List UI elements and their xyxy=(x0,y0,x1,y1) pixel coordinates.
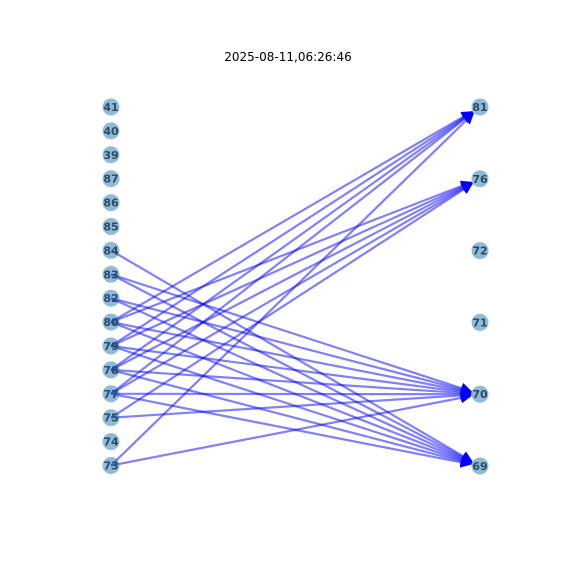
node-circle xyxy=(102,265,120,283)
edge-82-to-70 xyxy=(110,297,472,395)
node-circle xyxy=(471,98,489,116)
node-circle xyxy=(102,457,120,474)
edge-77-to-69 xyxy=(110,392,472,468)
node-circle xyxy=(102,361,120,379)
node-86: 86 xyxy=(102,194,120,212)
node-label: 87 xyxy=(103,173,118,186)
node-81: 81 xyxy=(471,98,489,116)
edge-77-to-81 xyxy=(110,111,474,395)
node-72: 72 xyxy=(471,242,489,260)
node-label: 79 xyxy=(103,340,118,353)
edge-79-to-70 xyxy=(110,344,472,398)
edge-80-to-70 xyxy=(110,321,472,396)
edge-73-to-70 xyxy=(110,392,472,467)
node-circle xyxy=(102,122,120,140)
node-label: 74 xyxy=(103,436,119,449)
edge-79-to-81 xyxy=(110,111,473,347)
edge-84-to-69 xyxy=(110,249,473,463)
node-79: 79 xyxy=(102,337,120,355)
node-label: 75 xyxy=(103,412,118,425)
diagram-title: 2025-08-11,06:26:46 xyxy=(224,50,352,64)
node-circle xyxy=(102,385,120,403)
node-40: 40 xyxy=(102,122,120,140)
node-label: 82 xyxy=(103,292,118,305)
edge-82-to-69 xyxy=(110,297,473,464)
edge-80-to-76 xyxy=(110,180,473,324)
edge-83-to-69 xyxy=(110,273,473,463)
node-41: 41 xyxy=(102,98,120,116)
edge-83-to-70 xyxy=(110,273,473,394)
node-label: 76 xyxy=(472,173,488,186)
node-circle xyxy=(102,194,120,212)
node-circle xyxy=(102,313,120,331)
node-circle xyxy=(102,218,120,235)
node-label: 78 xyxy=(103,364,118,377)
node-circle xyxy=(102,98,120,116)
node-circle xyxy=(102,289,120,307)
node-label: 81 xyxy=(472,101,487,114)
edge-78-to-81 xyxy=(110,111,474,371)
node-circle xyxy=(102,241,120,259)
edge-80-to-69 xyxy=(110,321,473,465)
node-74: 74 xyxy=(102,433,120,451)
edge-77-to-76 xyxy=(110,182,473,395)
node-label: 69 xyxy=(472,460,487,473)
node-circle xyxy=(102,409,120,427)
node-77: 77 xyxy=(102,385,120,403)
nodes-layer: 41 40 39 87 86 85 84 83 82 80 79 78 77 75 74 73 81 76 72 71… xyxy=(102,98,489,475)
node-label: 39 xyxy=(103,149,118,162)
node-label: 71 xyxy=(472,316,487,329)
node-circle xyxy=(471,457,489,475)
node-82: 82 xyxy=(102,289,120,307)
edge-78-to-76 xyxy=(110,182,473,371)
edge-78-to-69 xyxy=(110,368,472,467)
node-label: 80 xyxy=(103,316,119,329)
edge-79-to-69 xyxy=(110,344,473,466)
node-85: 85 xyxy=(102,218,120,235)
node-75: 75 xyxy=(102,409,120,427)
node-39: 39 xyxy=(102,146,120,164)
node-circle xyxy=(102,337,120,355)
node-circle xyxy=(102,433,120,451)
node-circle xyxy=(471,313,489,331)
node-circle xyxy=(471,170,489,188)
node-label: 41 xyxy=(103,101,118,114)
node-label: 84 xyxy=(103,244,119,257)
node-label: 72 xyxy=(472,245,487,258)
node-label: 83 xyxy=(103,268,118,281)
node-circle xyxy=(471,242,489,260)
node-87: 87 xyxy=(102,170,120,188)
node-label: 73 xyxy=(103,460,118,473)
node-73: 73 xyxy=(102,457,120,474)
edge-80-to-81 xyxy=(110,110,473,324)
edge-79-to-76 xyxy=(110,181,473,348)
node-80: 80 xyxy=(102,313,120,331)
node-circle xyxy=(102,146,120,164)
node-label: 77 xyxy=(103,388,118,401)
edges-layer xyxy=(110,110,474,468)
node-84: 84 xyxy=(102,241,120,259)
node-label: 86 xyxy=(103,197,119,210)
node-69: 69 xyxy=(471,457,489,475)
node-label: 70 xyxy=(472,388,488,401)
edge-75-to-76 xyxy=(110,183,473,419)
node-78: 78 xyxy=(102,361,120,379)
node-circle xyxy=(102,170,120,188)
node-circle xyxy=(471,385,489,403)
node-70: 70 xyxy=(471,385,489,403)
edge-75-to-70 xyxy=(110,389,472,419)
node-76: 76 xyxy=(471,170,489,188)
edge-73-to-81 xyxy=(110,112,474,467)
node-83: 83 xyxy=(102,265,120,283)
node-label: 85 xyxy=(103,221,118,234)
node-71: 71 xyxy=(471,313,489,331)
edge-78-to-70 xyxy=(110,368,472,399)
node-label: 40 xyxy=(103,125,119,138)
